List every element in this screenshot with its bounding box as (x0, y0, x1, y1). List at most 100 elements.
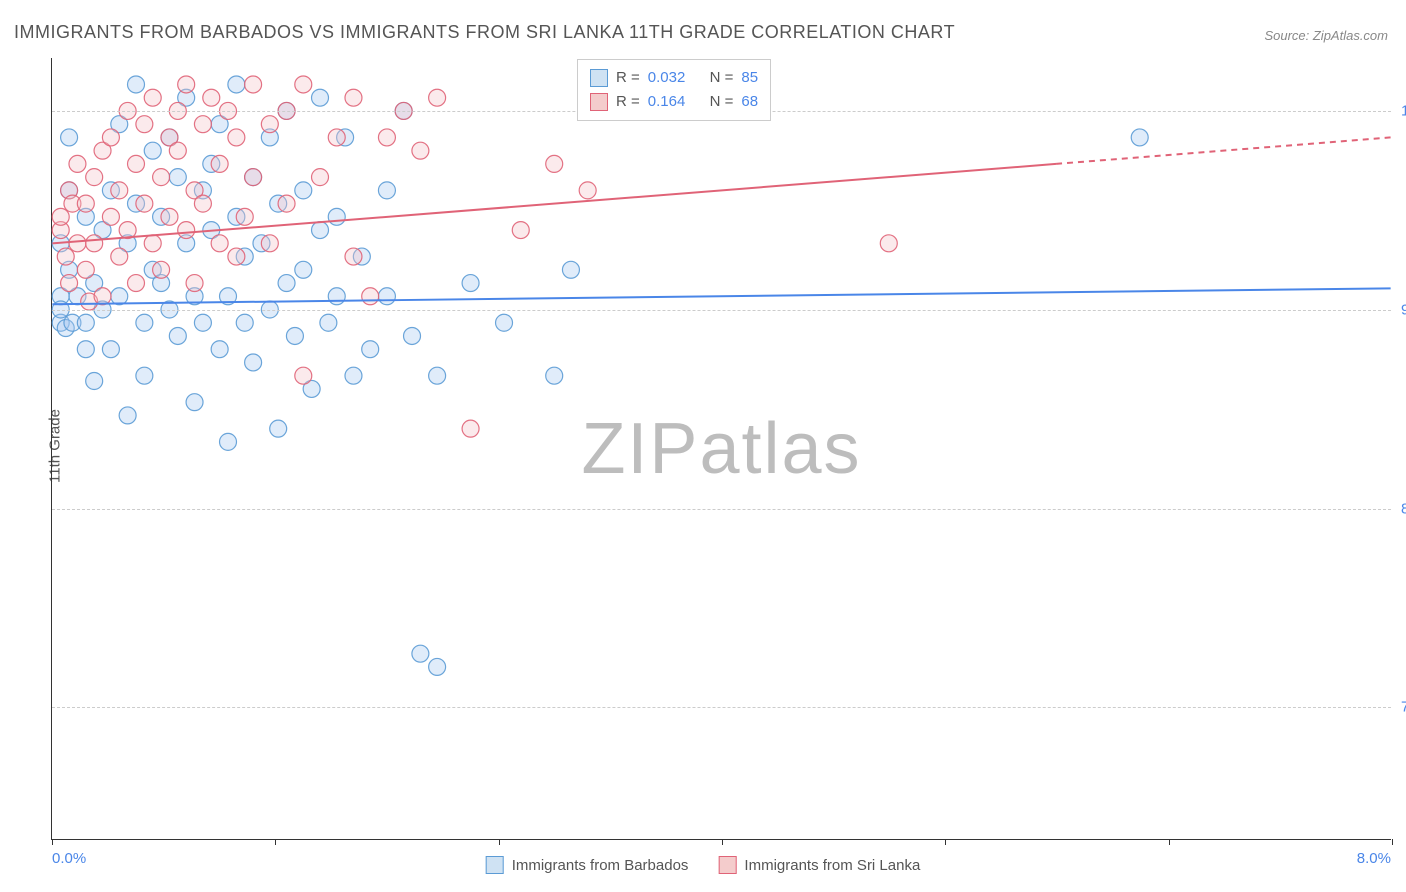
n-label: N = (710, 66, 734, 90)
y-tick-label: 77.5% (1395, 699, 1406, 716)
scatter-point (69, 155, 86, 172)
scatter-point (203, 89, 220, 106)
scatter-point (211, 155, 228, 172)
x-tick (1392, 839, 1393, 845)
scatter-point (362, 341, 379, 358)
scatter-point (119, 407, 136, 424)
scatter-point (345, 248, 362, 265)
scatter-point (194, 314, 211, 331)
scatter-point (261, 235, 278, 252)
scatter-point (77, 261, 94, 278)
scatter-point (169, 169, 186, 186)
legend-item-1: Immigrants from Barbados (486, 856, 689, 874)
scatter-point (128, 76, 145, 93)
plot-svg (52, 58, 1391, 839)
scatter-point (61, 129, 78, 146)
trend-line (52, 288, 1390, 304)
scatter-point (144, 235, 161, 252)
scatter-point (378, 182, 395, 199)
x-tick (499, 839, 500, 845)
scatter-point (270, 420, 287, 437)
n-value-2: 68 (741, 90, 758, 114)
scatter-point (378, 288, 395, 305)
legend-swatch-blue (486, 856, 504, 874)
scatter-point (378, 129, 395, 146)
scatter-point (211, 341, 228, 358)
scatter-point (295, 261, 312, 278)
x-tick (722, 839, 723, 845)
scatter-point (328, 129, 345, 146)
scatter-point (52, 208, 69, 225)
n-label: N = (710, 90, 734, 114)
x-tick (52, 839, 53, 845)
scatter-point (429, 89, 446, 106)
scatter-point (102, 341, 119, 358)
plot-area: ZIPatlas 100.0%92.5%85.0%77.5%0.0%8.0% (51, 58, 1391, 840)
scatter-point (178, 76, 195, 93)
scatter-point (295, 367, 312, 384)
scatter-point (102, 208, 119, 225)
scatter-point (178, 222, 195, 239)
scatter-point (57, 248, 74, 265)
scatter-point (77, 341, 94, 358)
scatter-point (136, 195, 153, 212)
source-name: ZipAtlas.com (1313, 28, 1388, 43)
scatter-point (86, 235, 103, 252)
trend-line-dashed (1056, 137, 1391, 163)
scatter-point (579, 182, 596, 199)
y-tick-label: 92.5% (1395, 301, 1406, 318)
scatter-point (228, 129, 245, 146)
legend-stats-row-2: R = 0.164 N = 68 (590, 90, 758, 114)
scatter-point (295, 76, 312, 93)
scatter-point (111, 182, 128, 199)
scatter-point (194, 195, 211, 212)
scatter-point (186, 394, 203, 411)
scatter-point (136, 314, 153, 331)
scatter-point (236, 314, 253, 331)
scatter-point (278, 195, 295, 212)
scatter-point (128, 275, 145, 292)
legend-swatch-pink (590, 93, 608, 111)
scatter-point (312, 222, 329, 239)
scatter-point (312, 89, 329, 106)
scatter-point (312, 169, 329, 186)
x-tick (1169, 839, 1170, 845)
scatter-point (211, 235, 228, 252)
scatter-point (102, 129, 119, 146)
chart-title: IMMIGRANTS FROM BARBADOS VS IMMIGRANTS F… (14, 22, 955, 43)
source-prefix: Source: (1264, 28, 1312, 43)
scatter-point (144, 89, 161, 106)
source-attribution: Source: ZipAtlas.com (1264, 28, 1388, 43)
r-label: R = (616, 90, 640, 114)
scatter-point (245, 354, 262, 371)
scatter-point (1131, 129, 1148, 146)
scatter-point (496, 314, 513, 331)
chart-container: IMMIGRANTS FROM BARBADOS VS IMMIGRANTS F… (0, 0, 1406, 892)
scatter-point (153, 261, 170, 278)
scatter-point (546, 155, 563, 172)
gridline (52, 310, 1391, 311)
scatter-point (77, 195, 94, 212)
scatter-point (245, 169, 262, 186)
scatter-point (144, 142, 161, 159)
scatter-point (161, 208, 178, 225)
r-label: R = (616, 66, 640, 90)
gridline (52, 509, 1391, 510)
scatter-point (462, 420, 479, 437)
scatter-point (278, 275, 295, 292)
scatter-point (136, 367, 153, 384)
scatter-point (880, 235, 897, 252)
scatter-point (404, 327, 421, 344)
n-value-1: 85 (741, 66, 758, 90)
x-tick (945, 839, 946, 845)
scatter-point (220, 433, 237, 450)
scatter-point (128, 155, 145, 172)
scatter-point (228, 76, 245, 93)
scatter-point (111, 288, 128, 305)
scatter-point (429, 367, 446, 384)
scatter-point (169, 142, 186, 159)
gridline (52, 707, 1391, 708)
legend-label-1: Immigrants from Barbados (512, 857, 689, 874)
scatter-point (61, 275, 78, 292)
scatter-point (94, 288, 111, 305)
